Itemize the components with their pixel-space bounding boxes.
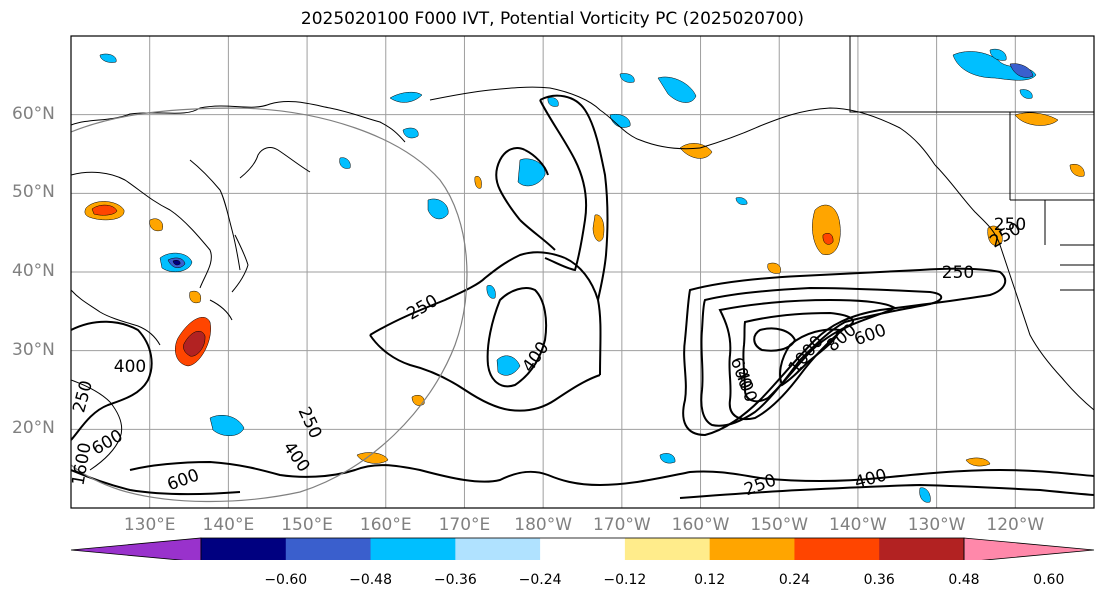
pv-positive-patch <box>411 395 425 406</box>
pv-positive-patch <box>91 204 118 216</box>
coastlines <box>71 36 1094 471</box>
pv-negative-patch <box>989 48 1007 61</box>
pv-positive-patch <box>592 214 605 242</box>
range-ring <box>71 107 468 503</box>
contour-label: 1600 <box>68 441 95 487</box>
pv-negative-patch <box>172 259 181 266</box>
colorbar-tick-label: −0.24 <box>518 572 562 588</box>
colorbar-tick-label: 0.48 <box>948 572 980 588</box>
colorbar-tick-label: 0.60 <box>1033 572 1065 588</box>
longitude-label: 140°W <box>829 515 887 535</box>
contour-labels: 2504006002504006001600250400600100080060… <box>68 215 1026 500</box>
pv-positive-patch <box>812 204 841 255</box>
colorbar-segment <box>709 538 795 560</box>
map-title: 2025020100 F000 IVT, Potential Vorticity… <box>300 9 805 29</box>
colorbar-segment <box>879 538 965 560</box>
colorbar-frame <box>200 537 965 560</box>
latitude-label: 20°N <box>12 418 55 439</box>
colorbar-tick-label: −0.60 <box>264 572 308 588</box>
latitude-label: 50°N <box>12 182 55 203</box>
pv-positive-patch <box>767 262 781 274</box>
pv-negative-patch <box>402 127 419 139</box>
colorbar-segment <box>540 538 626 560</box>
pv-negative-patch <box>735 197 748 205</box>
colorbar-tick-label: −0.36 <box>433 572 477 588</box>
colorbar-min-extension <box>70 537 202 560</box>
pv-negative-patch <box>339 157 351 169</box>
pv-positive-patch <box>474 176 482 189</box>
pv-positive-patch <box>149 218 163 232</box>
pv-negative-patch <box>1009 63 1034 78</box>
pv-negative-patch <box>486 285 496 299</box>
pv-negative-patch <box>209 415 245 436</box>
pv-shading <box>84 48 1085 503</box>
ivt-contours <box>71 94 1094 499</box>
pv-negative-patch <box>427 198 449 220</box>
pv-negative-patch <box>99 53 117 63</box>
pv-negative-patch <box>609 114 631 128</box>
latitude-label: 30°N <box>12 339 55 360</box>
pv-positive-patch <box>822 233 834 245</box>
colorbar-tick-label: −0.48 <box>349 572 392 588</box>
pv-negative-patch <box>517 158 546 187</box>
colorbar-segment <box>370 538 456 560</box>
pv-negative-patch <box>1019 89 1033 99</box>
longitude-label: 180°W <box>514 515 573 535</box>
colorbar-max-extension <box>963 537 1095 560</box>
pv-negative-patch <box>919 487 931 503</box>
colorbar-segment <box>794 538 880 560</box>
contour-label: 250 <box>294 404 326 442</box>
colorbar-tick-label: 0.36 <box>863 572 895 588</box>
pv-negative-patch <box>657 76 697 103</box>
pv-positive-patch <box>965 457 991 467</box>
contour-label: 400 <box>279 438 314 476</box>
pv-negative-patch <box>496 355 521 376</box>
colorbar <box>70 537 1095 560</box>
longitude-label: 150°W <box>750 515 809 535</box>
longitude-label: 120°W <box>986 515 1045 535</box>
colorbar-tick-label: −0.12 <box>603 572 647 588</box>
colorbar-segment <box>201 538 287 560</box>
colorbar-segment <box>455 538 541 560</box>
contour-label: 400 <box>518 338 553 376</box>
latitude-label: 60°N <box>12 103 55 124</box>
contour-label: 250 <box>994 215 1026 235</box>
pv-positive-patch <box>189 290 201 304</box>
pv-negative-patch <box>619 73 635 83</box>
contour-label: 600 <box>165 465 202 495</box>
pv-negative-patch <box>547 97 559 107</box>
contour-label: 400 <box>114 357 146 377</box>
contour-label: 250 <box>403 291 441 325</box>
longitude-label: 130°W <box>907 515 966 535</box>
longitude-label: 130°E <box>123 515 176 535</box>
pv-negative-patch <box>659 453 676 464</box>
pv-positive-patch <box>356 452 389 464</box>
contour-label: 400 <box>731 368 761 405</box>
longitude-label: 170°W <box>592 515 651 535</box>
colorbar-segment <box>285 538 372 560</box>
longitude-label: 150°E <box>281 515 333 535</box>
contour-label: 250 <box>742 470 779 500</box>
map-frame <box>70 35 1095 509</box>
latitude-label: 40°N <box>12 261 55 281</box>
pv-positive-patch <box>1069 164 1085 177</box>
longitude-label: 170°E <box>438 515 491 535</box>
pv-positive-patch <box>183 330 206 357</box>
colorbar-tick-label: 0.24 <box>778 572 811 588</box>
longitude-label: 140°E <box>202 515 255 535</box>
contour-label: 250 <box>942 263 974 283</box>
colorbar-segment <box>624 538 711 560</box>
colorbar-tick-label: 0.12 <box>694 572 726 588</box>
longitude-label: 160°W <box>671 515 730 535</box>
contour-label: 250 <box>69 378 97 415</box>
map-panel: 2504006002504006001600250400600100080060… <box>68 35 1095 560</box>
pv-positive-patch <box>1014 112 1059 126</box>
longitude-label: 160°E <box>359 515 412 535</box>
contour-label: 600 <box>88 426 126 460</box>
pv-negative-patch <box>389 91 423 103</box>
